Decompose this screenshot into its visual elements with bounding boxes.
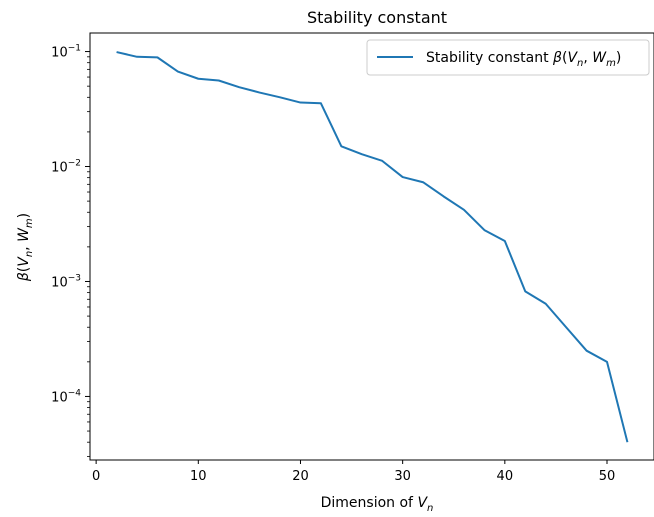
x-tick-label: 20 [292, 469, 309, 484]
legend-label: Stability constant β(Vn, Wm) [426, 50, 621, 69]
x-tick-label: 30 [394, 469, 411, 484]
x-tick-label: 0 [92, 469, 100, 484]
x-axis-label-sub: n [427, 503, 433, 514]
chart-title: Stability constant [307, 8, 447, 27]
y-tick-label: 10−3 [51, 273, 81, 290]
svg-text:β(Vn, Wm): β(Vn, Wm) [16, 213, 35, 282]
y-tick-label: 10−1 [51, 44, 81, 61]
y-axis-ticks: 10−1 10−2 10−3 10−4 [51, 44, 90, 457]
x-tick-label: 10 [190, 469, 207, 484]
legend-box [366, 39, 650, 76]
y-tick-label: 10−4 [51, 388, 81, 405]
x-axis-label-prefix: Dimension of [321, 495, 418, 511]
x-tick-label: 50 [599, 469, 616, 484]
y-axis-label: β(Vn, Wm) [16, 213, 35, 282]
legend: Stability constant β(Vn, Wm) [366, 39, 650, 76]
plot-frame [89, 32, 654, 461]
y-tick-label: 10−2 [51, 159, 81, 176]
x-axis-label: Dimension of Vn [321, 495, 434, 514]
x-axis-label-var: V [417, 495, 428, 511]
x-axis-ticks: 0 10 20 30 40 50 [92, 460, 615, 484]
series-line [116, 51, 629, 443]
x-tick-label: 40 [497, 469, 514, 484]
